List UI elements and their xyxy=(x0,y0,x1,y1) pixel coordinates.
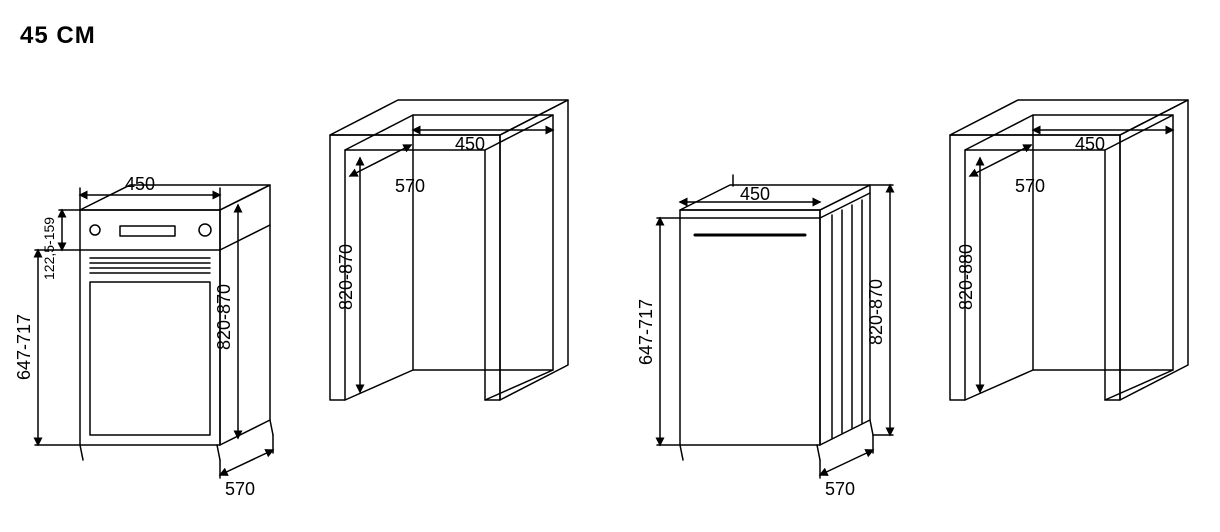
dim-cavity-depth2: 570 xyxy=(1015,176,1045,196)
cavity-semi: 450 570 820-870 xyxy=(330,100,568,400)
dim-cavity-depth: 570 xyxy=(395,176,425,196)
dim-door2: 647-717 xyxy=(636,299,656,365)
dim-door: 647-717 xyxy=(14,314,34,380)
dim-width2: 450 xyxy=(740,184,770,204)
dim-cavity-width: 450 xyxy=(455,134,485,154)
dim-width: 450 xyxy=(125,174,155,194)
dim-cavity-width2: 450 xyxy=(1075,134,1105,154)
dim-depth: 570 xyxy=(225,479,255,499)
dim-cavity-height2: 820-880 xyxy=(956,244,976,310)
dishwasher-full: 450 647-717 820-870 570 xyxy=(636,175,893,499)
dim-height: 820-870 xyxy=(214,284,234,350)
dishwasher-semi: 450 820-870 647-717 122,5-159 570 xyxy=(14,174,273,499)
dim-cavity-height: 820-870 xyxy=(336,244,356,310)
dim-panel: 122,5-159 xyxy=(41,217,57,280)
technical-drawing: 450 820-870 647-717 122,5-159 570 450 xyxy=(0,0,1220,532)
dim-height2: 820-870 xyxy=(866,279,886,345)
cavity-full: 450 570 820-880 xyxy=(950,100,1188,400)
dim-depth2: 570 xyxy=(825,479,855,499)
